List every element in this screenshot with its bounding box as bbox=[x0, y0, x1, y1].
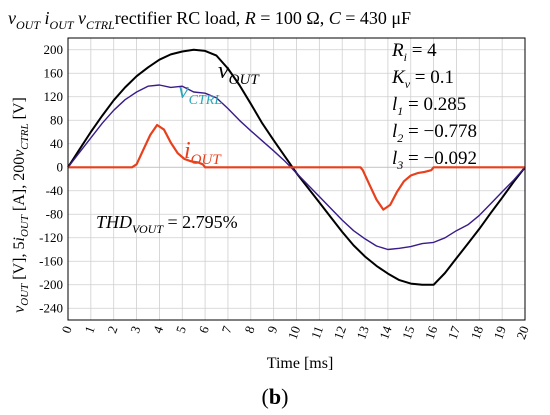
y-tick-label: -240 bbox=[39, 300, 63, 315]
x-tick-label: 6 bbox=[196, 323, 212, 335]
parameter-block: Ri = 4 Kv = 0.1 l1 = 0.285 l2 = −0.778 l3 = … bbox=[391, 40, 477, 172]
thd-annotation: THDVOUT = 2.795% bbox=[96, 212, 238, 236]
x-tick-label: 20 bbox=[513, 324, 532, 341]
v-out-curve-label: vOUT bbox=[218, 58, 260, 88]
x-tick-label: 17 bbox=[445, 323, 464, 341]
y-tick-label: 160 bbox=[44, 65, 64, 80]
y-tick-label: -80 bbox=[46, 206, 63, 221]
x-tick-label: 8 bbox=[241, 324, 257, 335]
plot-frame bbox=[67, 37, 526, 321]
x-axis-label: Time [ms] bbox=[267, 355, 334, 372]
i-out-curve-label: iOUT bbox=[184, 138, 222, 168]
y-tick-label: 120 bbox=[44, 89, 64, 104]
y-tick-label: 0 bbox=[57, 159, 64, 174]
y-tick-label: -120 bbox=[39, 230, 63, 245]
x-tick-label: 12 bbox=[330, 324, 349, 341]
series-v-ctrl bbox=[67, 84, 526, 251]
x-tick-label: 0 bbox=[59, 324, 75, 335]
y-tick-label: -200 bbox=[39, 277, 63, 292]
y-tick-label: -40 bbox=[46, 183, 63, 198]
x-tick-label: 14 bbox=[376, 323, 395, 341]
y-tick-labels: 200 160 120 80 40 0 -40 -80 -120 -160 -200 -240 bbox=[39, 42, 63, 316]
x-tick-label: 13 bbox=[353, 324, 372, 341]
x-tick-label: 11 bbox=[308, 324, 326, 341]
parameter-item: Kv = 0.1 bbox=[391, 67, 454, 91]
x-tick-label: 9 bbox=[264, 324, 280, 335]
x-tick-label: 7 bbox=[218, 323, 234, 335]
grid bbox=[67, 38, 526, 320]
x-tick-label: 1 bbox=[81, 324, 97, 335]
y-tick-label: 200 bbox=[44, 42, 64, 57]
x-tick-label: 2 bbox=[104, 324, 120, 335]
series-group bbox=[67, 48, 526, 286]
x-tick-label: 4 bbox=[150, 323, 166, 335]
panel-label: (b) bbox=[262, 384, 289, 409]
series-i-out bbox=[68, 123, 525, 211]
x-tick-labels: 0 1 2 3 4 5 6 7 8 9 10 11 12 13 14 15 16 17 18 19 20 bbox=[59, 323, 532, 341]
x-tick-label: 3 bbox=[127, 324, 143, 335]
x-tick-label: 15 bbox=[399, 324, 418, 341]
parameter-item: l3 = −0.092 bbox=[392, 148, 477, 172]
x-tick-label: 10 bbox=[285, 324, 304, 341]
y-axis-label: vOUT [V], 5iOUT [A], 200vCTRL [V] bbox=[11, 97, 31, 313]
parameter-item: Ri = 4 bbox=[391, 40, 437, 64]
chart-title: vOUT iOUT vCTRLrectifier RC load, R = 10… bbox=[8, 8, 411, 32]
x-tick-label: 19 bbox=[490, 324, 509, 341]
x-tick-label: 18 bbox=[468, 324, 487, 341]
y-tick-label: 40 bbox=[50, 136, 63, 151]
x-tick-label: 16 bbox=[422, 323, 441, 341]
v-ctrl-curve-label: vCTRL bbox=[178, 78, 222, 108]
parameter-item: l1 = 0.285 bbox=[392, 94, 466, 118]
y-tick-label: -160 bbox=[39, 253, 63, 268]
x-tick-label: 5 bbox=[173, 324, 189, 335]
parameter-item: l2 = −0.778 bbox=[392, 121, 477, 145]
y-tick-label: 80 bbox=[50, 112, 63, 127]
